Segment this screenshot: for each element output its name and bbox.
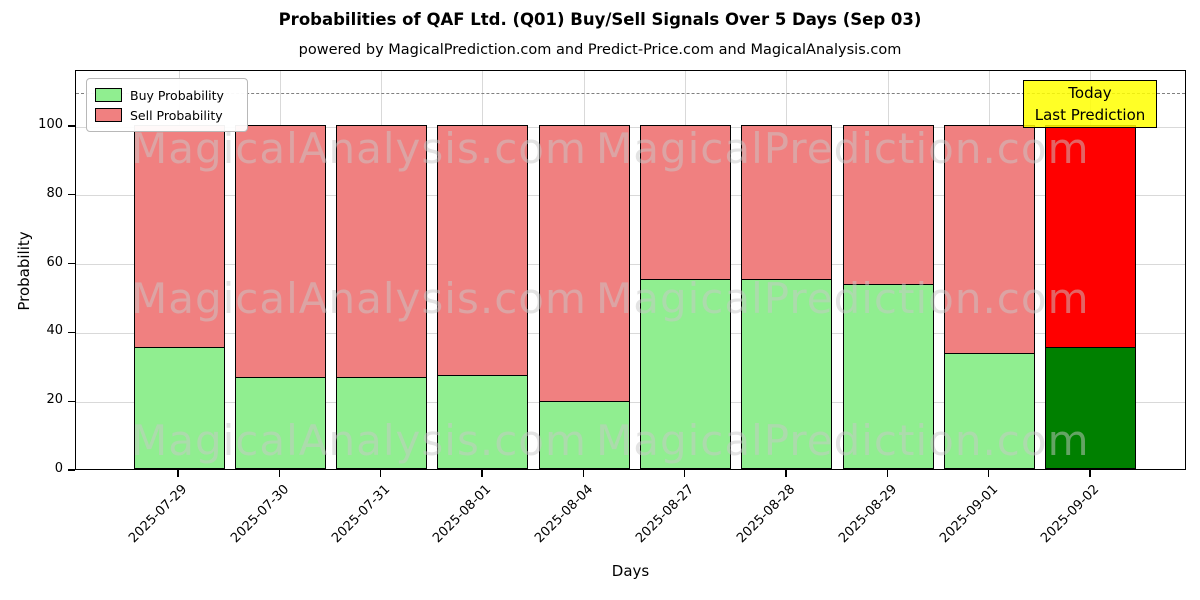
bar-segment-sell-2025-08-28 bbox=[741, 125, 833, 280]
bar-segment-buy-2025-08-29 bbox=[842, 283, 934, 469]
x-tick-label-2025-08-29: 2025-08-29 bbox=[835, 482, 900, 547]
x-tick-label-2025-08-27: 2025-08-27 bbox=[633, 482, 698, 547]
x-tick-mark-2025-08-27 bbox=[683, 470, 686, 477]
x-tick-mark-2025-07-31 bbox=[379, 470, 382, 477]
x-tick-mark-2025-08-01 bbox=[481, 470, 483, 477]
x-tick-label-2025-07-29: 2025-07-29 bbox=[126, 482, 191, 547]
bar-segment-buy-2025-07-31 bbox=[336, 376, 428, 469]
legend-item-buy: Buy Probability bbox=[95, 85, 239, 105]
y-tick-label-20: 20 bbox=[46, 392, 63, 408]
y-tick-label-80: 80 bbox=[46, 185, 63, 201]
y-tick-label-40: 40 bbox=[46, 323, 63, 339]
chart-title: Probabilities of QAF Ltd. (Q01) Buy/Sell… bbox=[278, 10, 922, 29]
y-tick-mark-100 bbox=[68, 125, 75, 127]
bar-segment-buy-2025-08-04 bbox=[538, 400, 630, 469]
bar-segment-buy-2025-08-28 bbox=[741, 278, 833, 469]
buy-swatch-icon bbox=[95, 88, 122, 102]
y-tick-mark-60 bbox=[68, 262, 75, 265]
legend-item-sell: Sell Probability bbox=[95, 105, 239, 125]
x-tick-label-2025-08-04: 2025-08-04 bbox=[531, 482, 596, 547]
y-gridline-20 bbox=[76, 401, 1185, 403]
x-tick-mark-2025-08-28 bbox=[785, 470, 787, 477]
x-tick-label-2025-08-28: 2025-08-28 bbox=[734, 482, 799, 547]
today-annotation-line2: Last Prediction bbox=[1034, 106, 1146, 124]
bar-segment-buy-2025-08-27 bbox=[640, 278, 732, 469]
x-tick-mark-2025-08-29 bbox=[886, 470, 888, 477]
bar-segment-sell-2025-09-01 bbox=[944, 125, 1036, 354]
y-gridline-60 bbox=[76, 264, 1185, 266]
today-annotation: Today Last Prediction bbox=[1023, 80, 1157, 128]
x-tick-mark-2025-08-04 bbox=[582, 470, 584, 477]
y-tick-label-100: 100 bbox=[38, 117, 63, 132]
bar-segment-sell-2025-09-02 bbox=[1045, 125, 1137, 349]
x-tick-mark-2025-09-01 bbox=[987, 470, 990, 477]
bar-segment-buy-2025-07-29 bbox=[133, 346, 225, 469]
x-tick-mark-2025-07-30 bbox=[278, 470, 281, 477]
x-tick-label-2025-08-01: 2025-08-01 bbox=[430, 482, 495, 547]
legend: Buy Probability Sell Probability bbox=[86, 78, 248, 132]
bar-segment-sell-2025-08-04 bbox=[538, 125, 630, 402]
x-tick-label-2025-09-02: 2025-09-02 bbox=[1038, 482, 1103, 547]
today-annotation-line1: Today bbox=[1068, 84, 1112, 102]
bar-segment-sell-2025-08-27 bbox=[640, 125, 732, 280]
y-gridline-100 bbox=[76, 126, 1185, 128]
y-tick-mark-80 bbox=[68, 194, 75, 196]
threshold-dashed-line bbox=[76, 92, 1185, 94]
bar-segment-buy-2025-09-01 bbox=[944, 352, 1036, 469]
bar-segment-sell-2025-07-31 bbox=[336, 125, 428, 378]
y-tick-mark-40 bbox=[68, 331, 75, 334]
x-tick-mark-2025-07-29 bbox=[177, 470, 179, 477]
sell-swatch-icon bbox=[95, 108, 122, 122]
y-tick-mark-0 bbox=[68, 469, 75, 471]
bar-segment-buy-2025-09-02 bbox=[1045, 346, 1137, 469]
x-axis-label: Days bbox=[611, 562, 650, 580]
y-gridline-80 bbox=[76, 195, 1185, 197]
bar-segment-buy-2025-08-01 bbox=[437, 374, 529, 469]
x-tick-label-2025-07-30: 2025-07-30 bbox=[227, 482, 292, 547]
bar-segment-sell-2025-07-30 bbox=[234, 125, 326, 378]
bar-segment-buy-2025-07-30 bbox=[234, 376, 326, 469]
x-tick-label-2025-07-31: 2025-07-31 bbox=[329, 482, 394, 547]
bar-segment-sell-2025-07-29 bbox=[133, 125, 225, 349]
x-tick-label-2025-09-01: 2025-09-01 bbox=[937, 482, 1002, 547]
y-tick-mark-20 bbox=[68, 400, 75, 402]
bar-segment-sell-2025-08-29 bbox=[842, 125, 934, 285]
y-axis-label: Probability bbox=[15, 231, 33, 311]
x-tick-mark-2025-09-02 bbox=[1089, 470, 1091, 477]
chart-subtitle: powered by MagicalPrediction.com and Pre… bbox=[298, 42, 902, 58]
y-tick-label-60: 60 bbox=[46, 254, 63, 270]
bar-segment-sell-2025-08-01 bbox=[437, 125, 529, 376]
y-tick-label-0: 0 bbox=[54, 461, 63, 476]
y-gridline-40 bbox=[76, 332, 1185, 334]
legend-sell-label: Sell Probability bbox=[130, 107, 223, 123]
legend-buy-label: Buy Probability bbox=[130, 87, 224, 103]
